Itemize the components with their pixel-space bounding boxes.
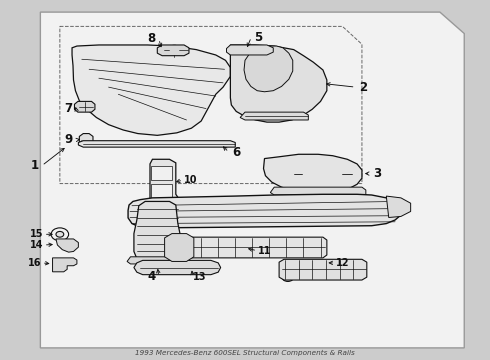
Circle shape [302,158,343,189]
Text: 14: 14 [30,240,43,250]
Text: 1: 1 [30,159,39,172]
Polygon shape [133,216,192,226]
Text: 1993 Mercedes-Benz 600SEL Structural Components & Rails: 1993 Mercedes-Benz 600SEL Structural Com… [135,350,355,356]
Text: 16: 16 [28,258,41,268]
Polygon shape [240,112,308,120]
Polygon shape [157,45,189,56]
Polygon shape [74,102,95,112]
Polygon shape [56,239,78,252]
Polygon shape [178,237,327,258]
Polygon shape [52,258,77,272]
Polygon shape [40,12,464,348]
Text: 6: 6 [232,146,241,159]
Polygon shape [134,260,220,275]
Polygon shape [79,134,93,144]
Text: 5: 5 [254,31,263,44]
Polygon shape [72,45,230,135]
Text: 12: 12 [336,258,349,268]
Polygon shape [134,202,181,265]
Polygon shape [386,196,411,217]
Polygon shape [226,45,273,55]
Polygon shape [127,257,187,264]
Text: 11: 11 [258,246,271,256]
Text: 8: 8 [147,32,156,45]
Circle shape [254,59,283,81]
Polygon shape [145,159,181,223]
Text: 13: 13 [194,272,207,282]
Polygon shape [230,45,327,122]
Text: 15: 15 [30,229,43,239]
Circle shape [243,48,247,52]
Polygon shape [279,259,367,280]
Text: 10: 10 [184,175,197,185]
Polygon shape [165,234,194,261]
Text: 4: 4 [147,270,156,283]
Text: 7: 7 [65,102,73,115]
Polygon shape [128,194,401,228]
Polygon shape [270,187,366,195]
Text: 3: 3 [373,167,382,180]
Polygon shape [264,154,362,193]
Circle shape [319,171,327,176]
Polygon shape [151,184,172,198]
Polygon shape [78,141,235,147]
Circle shape [56,231,64,237]
Circle shape [312,166,334,181]
Polygon shape [151,166,172,180]
Circle shape [282,273,294,282]
Text: 2: 2 [359,81,367,94]
Polygon shape [244,46,293,92]
Text: 9: 9 [65,134,73,147]
